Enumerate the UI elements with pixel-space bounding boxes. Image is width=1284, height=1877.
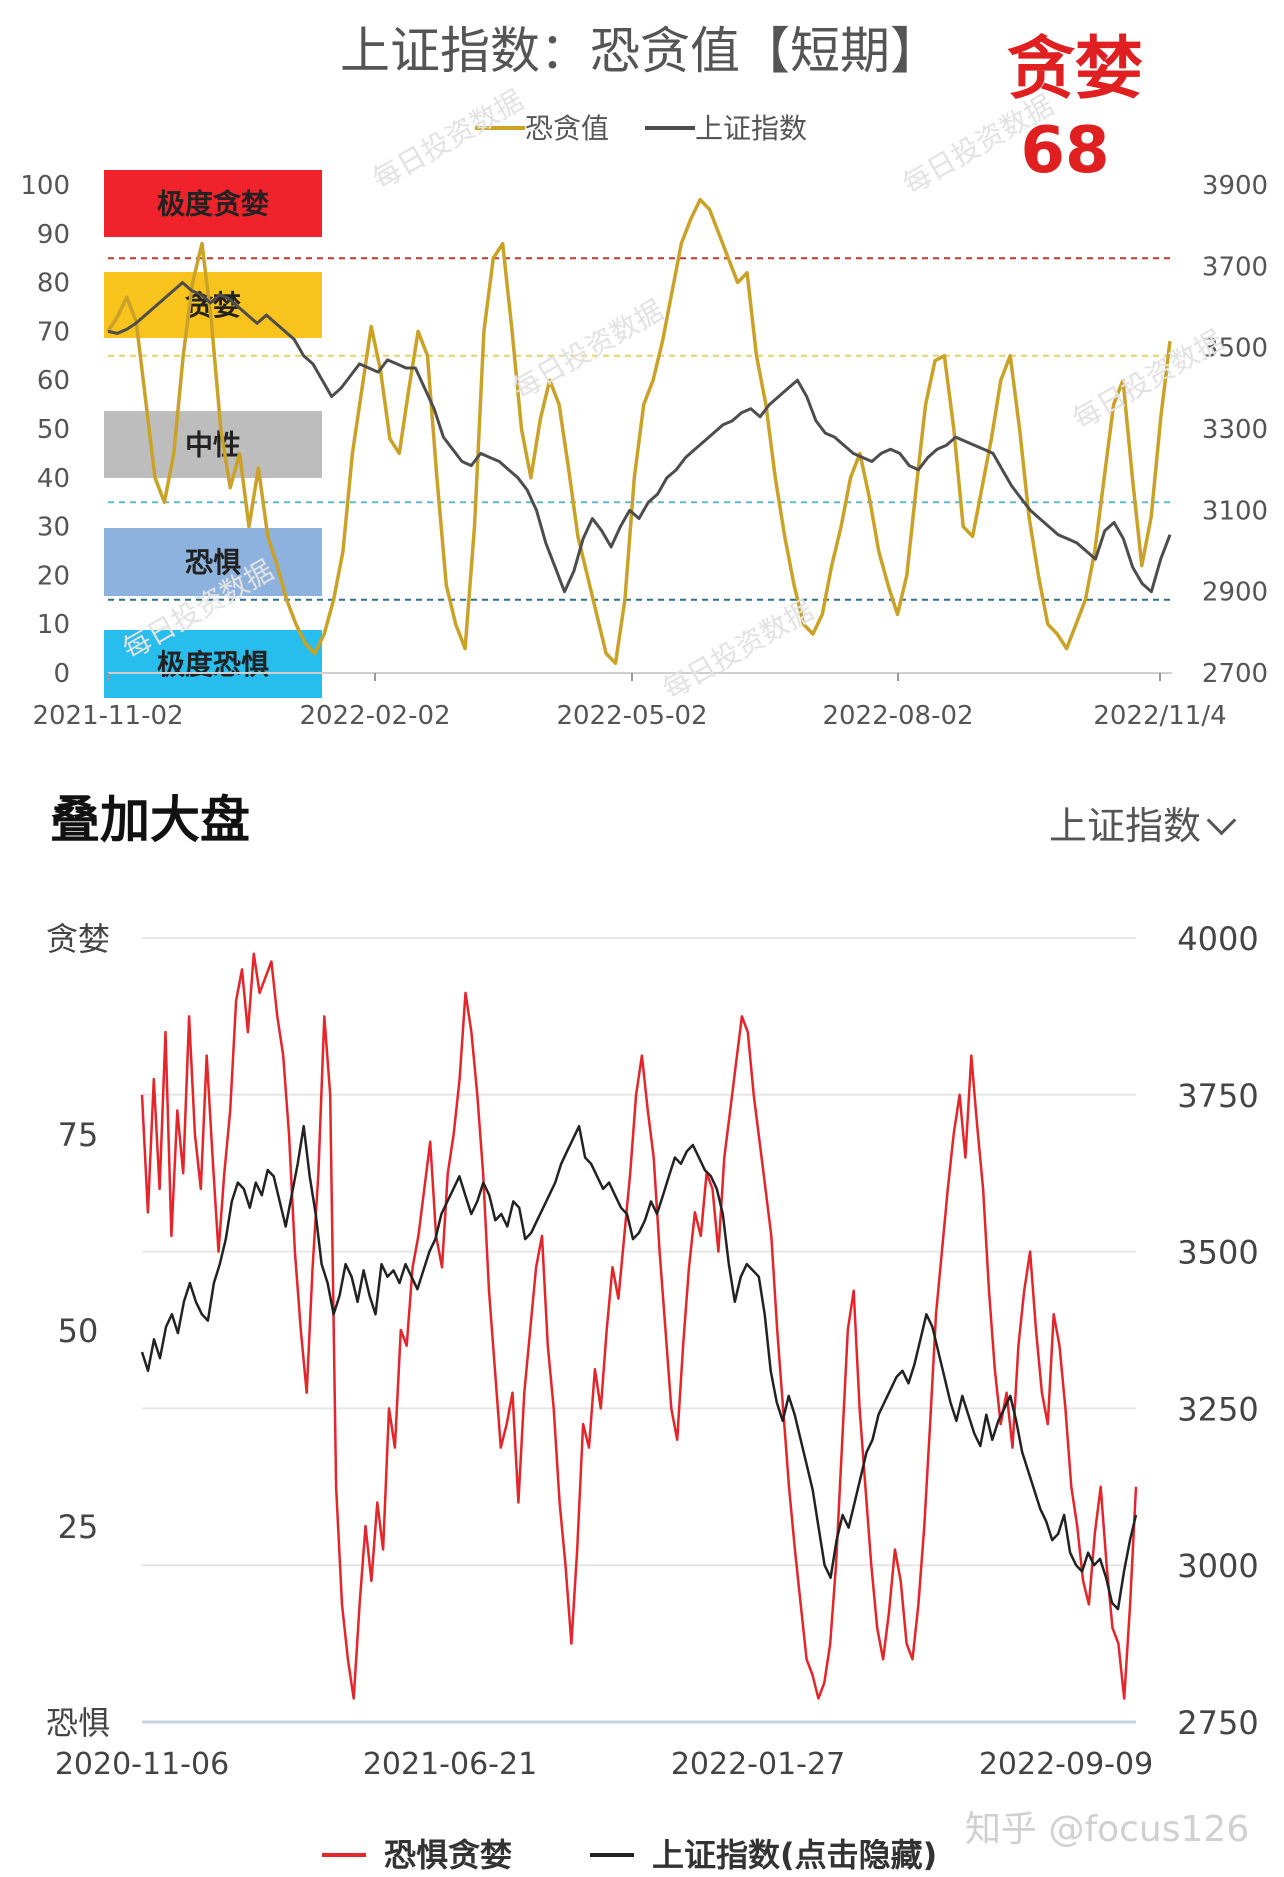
- zone-label-1: 贪婪: [185, 289, 241, 322]
- bottom-gridlines: [142, 937, 1136, 1724]
- bottom-axes: 恐惧 25 50 75 贪婪 2750 3000 3250 3500 3750 4000 2020-1…: [46, 920, 1259, 1782]
- zone-label-3: 恐惧: [185, 546, 241, 579]
- y-right-tick-2: 3250: [1177, 1390, 1258, 1428]
- y-left-tick-7: 70: [37, 317, 70, 347]
- series-line-0: [140, 952, 1138, 1700]
- y-left-tick-4: 贪婪: [46, 920, 110, 958]
- y-left-tick-4: 40: [37, 464, 70, 494]
- y-left-tick-3: 75: [58, 1116, 99, 1154]
- x-tick-label-3: 2022-08-02: [822, 701, 973, 731]
- y-right-tick-5: 3700: [1202, 252, 1268, 282]
- y-right-tick-4: 3500: [1202, 334, 1268, 364]
- y-left-tick-8: 80: [37, 269, 70, 299]
- legend-label-1[interactable]: 上证指数(点击隐藏): [652, 1836, 937, 1874]
- y-left-tick-2: 20: [37, 561, 70, 591]
- y-right-tick-1: 2900: [1202, 578, 1268, 608]
- top-chart-title: 上证指数：恐贪值【短期】: [340, 22, 940, 80]
- watermark-text-0: 每日投资数据: [367, 83, 529, 196]
- y-right-tick-4: 3750: [1177, 1077, 1258, 1115]
- legend-label-0[interactable]: 恐惧贪婪: [384, 1836, 512, 1874]
- y-right-tick-1: 3000: [1177, 1547, 1258, 1585]
- y-right-tick-2: 3100: [1202, 496, 1268, 526]
- section-title: 叠加大盘: [50, 791, 250, 849]
- legend-label-1: 上证指数: [695, 112, 807, 145]
- current-state-label: 贪婪: [1007, 30, 1143, 109]
- y-left-tick-1: 10: [37, 610, 70, 640]
- x-tick-label-2: 2022-01-27: [671, 1747, 845, 1782]
- x-tick-label-1: 2021-06-21: [363, 1747, 537, 1782]
- x-tick-label-2: 2022-05-02: [556, 701, 707, 731]
- x-tick-label-0: 2021-11-02: [32, 701, 183, 731]
- top-legend: 恐贪值 上证指数: [475, 112, 807, 145]
- zone-band-2: [104, 411, 322, 478]
- series-line-0: [106, 197, 1172, 665]
- y-left-tick-3: 30: [37, 513, 70, 543]
- index-selector[interactable]: 上证指数: [1048, 795, 1237, 850]
- zhihu-watermark: 知乎 @focus126: [965, 1809, 1250, 1850]
- y-right-tick-3: 3500: [1177, 1234, 1258, 1272]
- zone-label-0: 极度贪婪: [157, 188, 269, 221]
- y-right-tick-0: 2750: [1177, 1704, 1258, 1742]
- zone-label-2: 中性: [185, 429, 241, 462]
- y-right-tick-6: 3900: [1202, 171, 1268, 201]
- x-tick-label-4: 2022/11/4: [1093, 701, 1226, 731]
- zone-band-0: [104, 170, 322, 237]
- legend-label-0: 恐贪值: [525, 112, 609, 145]
- top-axes: 0 10 20 30 40 50 60 70 80 90 100 2700 2900 3100 3300 35…: [20, 171, 1268, 731]
- y-left-tick-0: 0: [53, 659, 70, 689]
- index-selector-label: 上证指数: [1048, 804, 1201, 848]
- y-left-tick-9: 90: [37, 220, 70, 250]
- y-left-tick-2: 50: [58, 1312, 99, 1350]
- y-left-tick-0: 恐惧: [46, 1704, 110, 1742]
- bottom-series: [140, 952, 1138, 1700]
- x-tick-label-1: 2022-02-02: [299, 701, 450, 731]
- y-left-tick-6: 60: [37, 366, 70, 396]
- series-line-1: [107, 281, 1172, 594]
- y-left-tick-1: 25: [58, 1508, 99, 1546]
- y-left-tick-5: 50: [37, 415, 70, 445]
- watermark-text-2: 每日投资数据: [507, 293, 669, 406]
- current-value: 68: [1020, 114, 1109, 188]
- top-chart: 上证指数：恐贪值【短期】 贪婪 68 恐贪值 上证指数 极度贪婪贪婪中性恐惧极度恐…: [20, 22, 1268, 731]
- zone-band-3: [104, 528, 322, 596]
- x-tick-label-3: 2022-09-09: [979, 1747, 1153, 1782]
- x-tick-label-0: 2020-11-06: [55, 1747, 229, 1782]
- bottom-chart: 恐惧 25 50 75 贪婪 2750 3000 3250 3500 3750 4000 2020-1…: [46, 920, 1259, 1874]
- watermark-text-5: 每日投资数据: [657, 593, 819, 706]
- series-line-1: [140, 1124, 1138, 1611]
- bottom-legend[interactable]: 恐惧贪婪 上证指数(点击隐藏): [322, 1836, 937, 1874]
- y-right-tick-5: 4000: [1177, 920, 1258, 958]
- y-right-tick-0: 2700: [1202, 659, 1268, 689]
- zone-label-4: 极度恐惧: [157, 648, 269, 681]
- y-left-tick-10: 100: [20, 171, 70, 201]
- top-series: [106, 197, 1172, 665]
- y-right-tick-3: 3300: [1202, 415, 1268, 445]
- zone-band-4: [104, 630, 322, 698]
